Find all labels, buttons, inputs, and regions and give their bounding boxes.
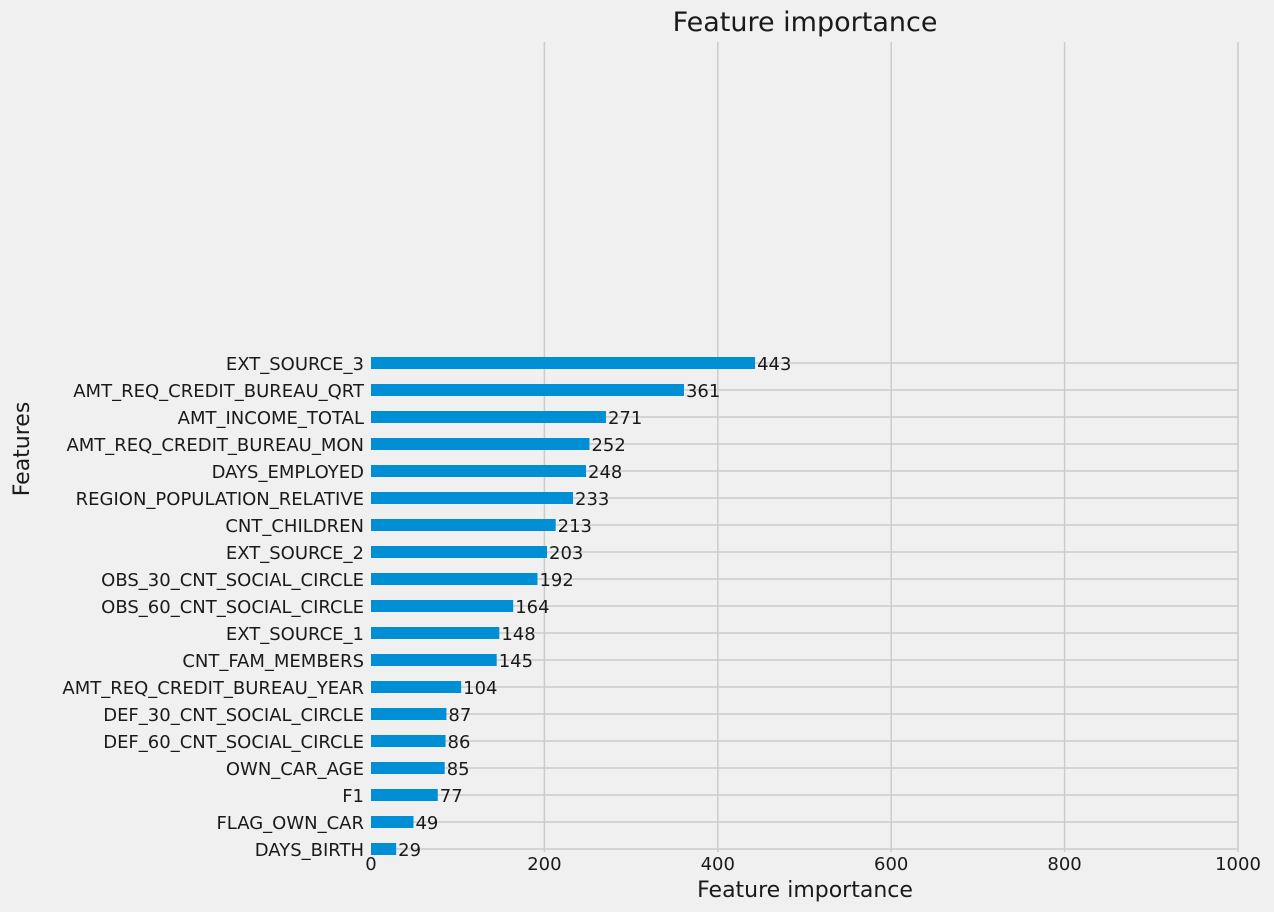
bar-value-label: 145	[499, 651, 533, 672]
y-tick-label: F1	[342, 786, 364, 807]
bar-value-label: 248	[588, 462, 622, 483]
bar	[371, 708, 447, 720]
bar-value-label: 233	[575, 489, 609, 510]
x-tick-label: 0	[365, 854, 376, 875]
y-tick-label: DEF_60_CNT_SOCIAL_CIRCLE	[103, 732, 364, 753]
x-tick-label: 400	[701, 854, 735, 875]
bar-value-label: 86	[448, 732, 471, 753]
bars-layer	[371, 357, 756, 855]
x-tick-label: 200	[527, 854, 561, 875]
bar	[371, 492, 574, 504]
y-tick-label: FLAG_OWN_CAR	[216, 813, 364, 834]
bar-value-label: 203	[549, 543, 583, 564]
y-tick-label: AMT_REQ_CREDIT_BUREAU_QRT	[73, 381, 365, 402]
bar-value-label: 192	[539, 570, 573, 591]
bar-value-label: 49	[415, 813, 438, 834]
bar-value-label: 271	[608, 408, 642, 429]
bar	[371, 681, 462, 693]
x-tick-label: 600	[874, 854, 908, 875]
y-tick-label: EXT_SOURCE_1	[226, 624, 364, 645]
bar	[371, 573, 538, 585]
y-tick-label: OBS_60_CNT_SOCIAL_CIRCLE	[101, 597, 364, 618]
bar	[371, 735, 446, 747]
bar	[371, 411, 606, 423]
y-tick-label: OBS_30_CNT_SOCIAL_CIRCLE	[101, 570, 364, 591]
bar	[371, 465, 587, 477]
bar-value-label: 148	[501, 624, 535, 645]
bar-value-label: 87	[448, 705, 471, 726]
labels-layer: 0 200 400 600 800 1000 EXT_SOURCE_3 443 AMT_REQ_…	[62, 354, 1261, 875]
bar	[371, 843, 397, 855]
bar-value-label: 164	[515, 597, 549, 618]
bar	[371, 600, 514, 612]
y-tick-label: EXT_SOURCE_2	[226, 543, 364, 564]
bar	[371, 384, 684, 396]
y-tick-label: REGION_POPULATION_RELATIVE	[76, 489, 364, 510]
y-tick-label: DEF_30_CNT_SOCIAL_CIRCLE	[103, 705, 364, 726]
chart-title: Feature importance	[673, 7, 938, 38]
y-tick-label: DAYS_EMPLOYED	[212, 462, 364, 483]
bar-value-label: 77	[440, 786, 463, 807]
y-tick-label: AMT_REQ_CREDIT_BUREAU_YEAR	[62, 678, 364, 699]
y-axis-label: Features	[10, 402, 35, 497]
bar	[371, 519, 556, 531]
x-tick-label: 1000	[1215, 854, 1261, 875]
y-tick-label: AMT_REQ_CREDIT_BUREAU_MON	[66, 435, 364, 456]
bar-value-label: 361	[686, 381, 720, 402]
bar-value-label: 213	[558, 516, 592, 537]
y-tick-label: OWN_CAR_AGE	[226, 759, 364, 780]
bar	[371, 627, 500, 639]
y-tick-label: CNT_CHILDREN	[225, 516, 364, 537]
y-tick-label: CNT_FAM_MEMBERS	[182, 651, 364, 672]
bar-value-label: 85	[447, 759, 470, 780]
bar	[371, 816, 414, 828]
x-tick-label: 800	[1047, 854, 1081, 875]
bar-value-label: 104	[463, 678, 497, 699]
y-tick-label: AMT_INCOME_TOTAL	[178, 408, 364, 429]
bar-value-label: 252	[591, 435, 625, 456]
bar-value-label: 443	[757, 354, 791, 375]
bar	[371, 654, 497, 666]
y-tick-label: EXT_SOURCE_3	[226, 354, 364, 375]
bar	[371, 762, 445, 774]
bar	[371, 789, 438, 801]
bar	[371, 546, 548, 558]
bar-value-label: 29	[398, 840, 421, 861]
y-tick-label: DAYS_BIRTH	[255, 840, 364, 861]
bar	[371, 357, 756, 369]
bar	[371, 438, 590, 450]
x-axis-label: Feature importance	[697, 878, 913, 903]
